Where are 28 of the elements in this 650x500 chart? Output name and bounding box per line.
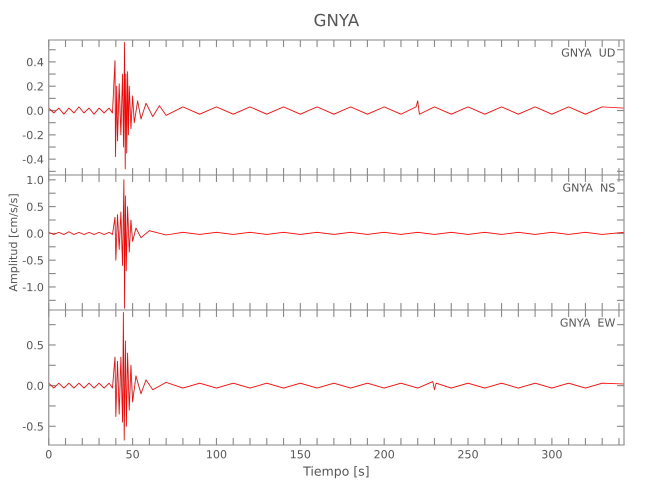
y-tick-label: -0.2 xyxy=(22,130,43,140)
y-tick-label: 0.4 xyxy=(26,58,44,66)
y-tick-label: 0.5 xyxy=(26,340,43,350)
y-tick-label: 0.0 xyxy=(26,229,44,238)
x-tick-label: 0 xyxy=(46,450,52,458)
y-tick-label: -0.5 xyxy=(22,256,43,265)
y-tick-label: -1.0 xyxy=(22,282,44,292)
x-axis-title: Tiempo [s] xyxy=(303,466,369,478)
annotation: GNYA EW xyxy=(560,318,616,327)
x-tick-label: 50 xyxy=(126,450,139,458)
y-tick-label: 1.0 xyxy=(27,176,44,184)
x-tick-label: 300 xyxy=(542,450,562,458)
chart-title: GNYA xyxy=(314,14,360,26)
x-tick-label: 250 xyxy=(458,450,478,458)
annotation: GNYA UD xyxy=(562,48,615,57)
y-axis-title: Amplitud [cm/s/s] xyxy=(8,194,20,292)
x-tick-label: 200 xyxy=(374,450,394,458)
line-series xyxy=(48,312,624,441)
y-tick-label: 0.5 xyxy=(26,202,43,211)
x-tick-label: 150 xyxy=(290,450,310,458)
y-tick-label: 0.0 xyxy=(26,106,44,115)
annotation: GNYA NS xyxy=(563,183,615,192)
y-tick-label: 0.0 xyxy=(26,382,44,390)
y-tick-label: 0.2 xyxy=(26,82,43,91)
y-tick-label: -0.4 xyxy=(22,155,44,164)
x-tick-label: 100 xyxy=(207,450,226,458)
y-tick-label: -0.5 xyxy=(22,422,43,431)
line-series xyxy=(48,42,624,170)
